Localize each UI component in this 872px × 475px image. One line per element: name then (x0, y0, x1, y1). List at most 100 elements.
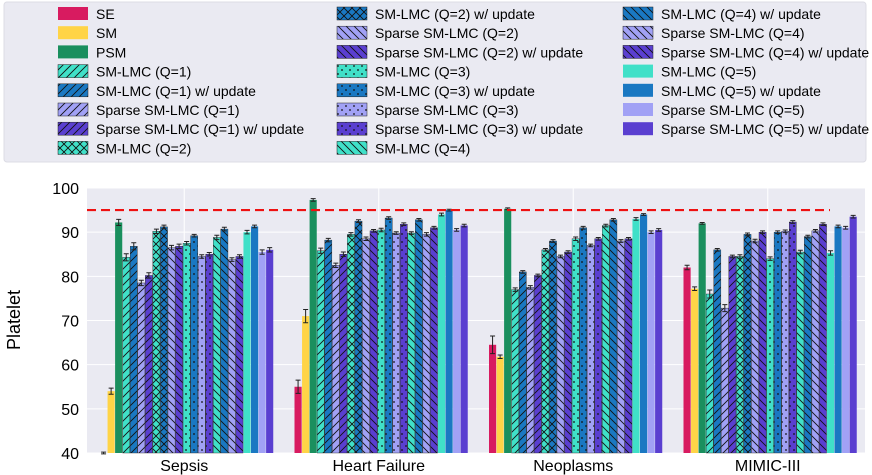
error-bar (378, 227, 384, 233)
legend-label-sm-lmc-q-4-w-update: SM-LMC (Q=4) w/ update (661, 6, 821, 22)
error-bar (760, 230, 766, 234)
legend-swatch-sparse-sm-lmc-q-4 (622, 25, 654, 40)
bar-sm-lmc-q-2-heart-failure (347, 234, 355, 454)
legend-swatch-sm-lmc-q-5 (623, 64, 653, 78)
bar-sm-lmc-q-3-w-update-neoplasms (579, 227, 587, 454)
legend-label-sparse-sm-lmc-q-4-w-update: Sparse SM-LMC (Q=4) w/ update (661, 44, 869, 60)
error-bar (684, 264, 690, 271)
bar-sm-lmc-q-3-sepsis (182, 243, 191, 454)
bar-sm-lmc-q-5-neoplasms (632, 218, 640, 453)
error-bar (527, 285, 533, 290)
bar-sparse-sm-lmc-q-5-sepsis (258, 252, 266, 453)
bar-sparse-sm-lmc-q-5-w-update-neoplasms (655, 229, 663, 453)
error-bar (744, 232, 750, 237)
legend-swatch-sm-lmc-q-1-w-update (57, 83, 89, 98)
error-bar (416, 217, 422, 222)
bar-sparse-sm-lmc-q-2-w-update-neoplasms (564, 251, 572, 454)
error-bar (439, 212, 445, 217)
error-bar (707, 289, 713, 299)
y-axis-label: Platelet (4, 290, 24, 350)
error-bar (446, 208, 452, 212)
error-bar (641, 213, 647, 216)
bar-sparse-sm-lmc-q-2-neoplasms (556, 256, 565, 454)
bar-sm-lmc-q-4-neoplasms (602, 225, 610, 454)
error-bar (325, 237, 331, 243)
error-bar (295, 379, 301, 394)
error-bar (656, 228, 662, 232)
legend-swatch-sm-lmc-q-3 (336, 64, 368, 78)
error-bar (722, 304, 728, 313)
error-bar (497, 354, 503, 359)
bar-sm-lmc-q-2-w-update-sepsis (160, 226, 168, 454)
error-bar (236, 254, 242, 259)
error-bar (542, 248, 548, 252)
error-bar (108, 387, 114, 395)
bar-sparse-sm-lmc-q-3-mimic-iii (781, 231, 790, 454)
y-tick-label: 70 (61, 314, 79, 331)
error-bar (603, 223, 609, 228)
bar-sm-lmc-q-5-heart-failure (437, 214, 446, 453)
bar-sparse-sm-lmc-q-4-w-update-sepsis (235, 256, 244, 454)
error-bar (348, 232, 354, 237)
error-bar (176, 243, 182, 250)
error-bar (588, 243, 594, 248)
bar-sm-lmc-q-2-neoplasms (541, 249, 550, 454)
legend-swatch-sm (58, 26, 88, 40)
bar-se-mimic-iii (683, 267, 691, 453)
bar-sparse-sm-lmc-q-1-heart-failure (332, 265, 340, 454)
bar-sparse-sm-lmc-q-3-w-update-mimic-iii (789, 221, 797, 454)
error-bar (729, 254, 735, 259)
bar-sparse-sm-lmc-q-2-w-update-mimic-iii (758, 231, 767, 454)
bar-sm-lmc-q-1-w-update-mimic-iii (713, 249, 722, 454)
legend-label-sparse-sm-lmc-q-3-w-update: Sparse SM-LMC (Q=3) w/ update (375, 121, 583, 137)
error-bar (692, 286, 698, 291)
error-bar (850, 214, 856, 219)
bar-sm-lmc-q-2-w-update-neoplasms (549, 240, 557, 454)
error-bar (259, 249, 265, 255)
error-bars (101, 198, 856, 455)
bar-se-neoplasms (489, 344, 497, 453)
legend-swatch-sparse-sm-lmc-q-4-w-update (622, 45, 654, 59)
x-tick-labels: Sepsis Heart Failure Neoplasms MIMIC-III (160, 458, 800, 475)
error-bar (199, 254, 205, 259)
error-bar (828, 250, 834, 256)
bar-sparse-sm-lmc-q-1-w-update-mimic-iii (728, 256, 737, 454)
error-bar (184, 240, 190, 246)
error-bar (123, 253, 129, 262)
bar-sparse-sm-lmc-q-1-w-update-sepsis (145, 275, 153, 454)
legend-swatch-sparse-sm-lmc-q-1-w-update (57, 121, 89, 136)
legend-label-psm: PSM (96, 44, 126, 60)
bar-sm-lmc-q-5-w-update-sepsis (251, 226, 259, 453)
legend-box (3, 1, 867, 163)
legend-swatch-sm-lmc-q-4-w-update (622, 6, 654, 21)
bar-sparse-sm-lmc-q-5-neoplasms (647, 232, 655, 453)
bar-sparse-sm-lmc-q-1-w-update-neoplasms (534, 275, 542, 454)
legend-label-sm-lmc-q-2-w-update: SM-LMC (Q=2) w/ update (375, 6, 535, 22)
error-bar (221, 226, 227, 232)
legend-label-sm-lmc-q-5-w-update: SM-LMC (Q=5) w/ update (661, 83, 821, 99)
bar-sparse-sm-lmc-q-3-neoplasms (586, 245, 595, 454)
bar-psm-mimic-iii (698, 223, 706, 453)
legend-label-sm: SM (96, 25, 117, 41)
legend-label-se: SE (96, 6, 115, 22)
bar-sparse-sm-lmc-q-3-w-update-heart-failure (400, 224, 408, 454)
y-tick-labels: 40 50 60 70 80 90 100 (52, 181, 79, 463)
bar-sparse-sm-lmc-q-4-sepsis (228, 259, 236, 454)
bar-sparse-sm-lmc-q-1-w-update-heart-failure (339, 254, 348, 454)
bar-sm-heart-failure (302, 316, 310, 453)
legend-swatch-sm-lmc-q-1 (57, 64, 89, 78)
bar-sm-sepsis (107, 391, 115, 453)
x-tick-label-sepsis: Sepsis (160, 458, 208, 475)
bar-sm-lmc-q-5-w-update-mimic-iii (834, 226, 842, 453)
error-bar (340, 251, 346, 257)
legend-label-sparse-sm-lmc-q-5-w-update: Sparse SM-LMC (Q=5) w/ update (661, 121, 869, 137)
error-bar (512, 287, 518, 292)
x-tick-label-mimic-iii: MIMIC-III (735, 458, 801, 475)
error-bar (797, 249, 803, 255)
legend-label-sparse-sm-lmc-q-5: Sparse SM-LMC (Q=5) (661, 102, 805, 118)
legend-label-sm-lmc-q-1-w-update: SM-LMC (Q=1) w/ update (96, 83, 256, 99)
x-tick-label-heart-failure: Heart Failure (333, 458, 426, 475)
bar-sparse-sm-lmc-q-5-mimic-iii (842, 227, 850, 453)
legend-swatch-sm-lmc-q-4 (336, 141, 368, 155)
error-bar (423, 232, 429, 237)
